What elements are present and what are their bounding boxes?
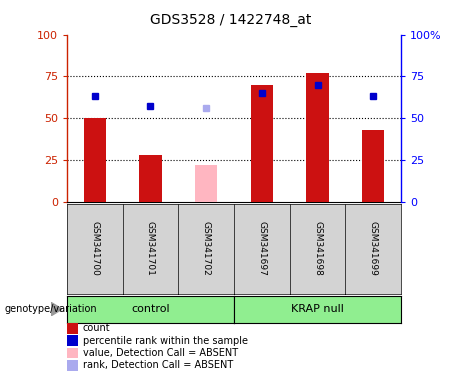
Bar: [307, 73, 329, 202]
Text: genotype/variation: genotype/variation: [5, 304, 97, 314]
Text: count: count: [83, 323, 111, 333]
Bar: [195, 165, 217, 202]
Text: GDS3528 / 1422748_at: GDS3528 / 1422748_at: [150, 13, 311, 27]
Text: rank, Detection Call = ABSENT: rank, Detection Call = ABSENT: [83, 360, 233, 370]
Text: GSM341697: GSM341697: [257, 221, 266, 276]
Bar: [362, 130, 384, 202]
Text: GSM341698: GSM341698: [313, 221, 322, 276]
Text: value, Detection Call = ABSENT: value, Detection Call = ABSENT: [83, 348, 238, 358]
Text: GSM341701: GSM341701: [146, 221, 155, 276]
Text: GSM341700: GSM341700: [90, 221, 99, 276]
Text: GSM341699: GSM341699: [369, 221, 378, 276]
Bar: [251, 85, 273, 202]
Text: GSM341702: GSM341702: [201, 221, 211, 276]
Bar: [83, 118, 106, 202]
Polygon shape: [51, 302, 62, 316]
Text: control: control: [131, 304, 170, 314]
Text: percentile rank within the sample: percentile rank within the sample: [83, 336, 248, 346]
Text: KRAP null: KRAP null: [291, 304, 344, 314]
Bar: [139, 155, 161, 202]
